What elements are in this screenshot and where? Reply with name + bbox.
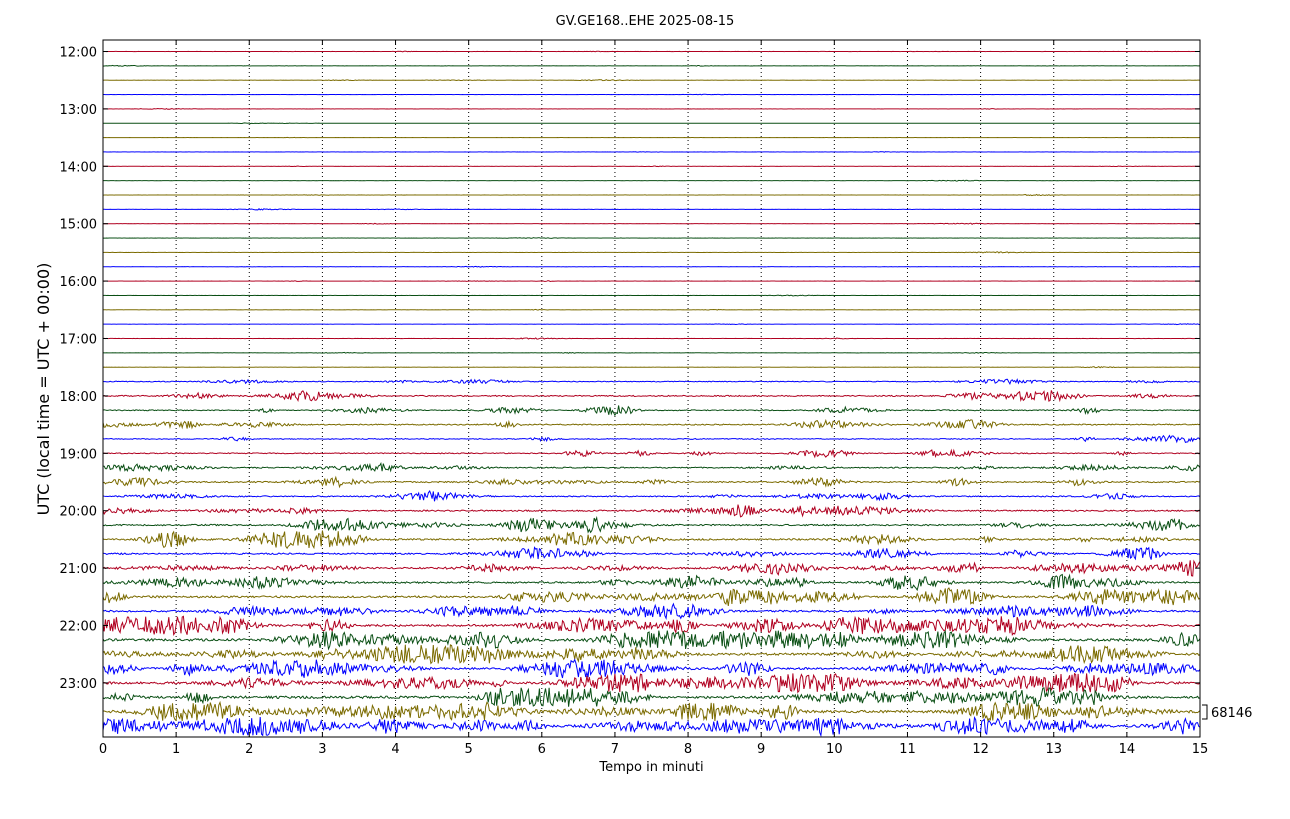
seismic-trace [103,337,1201,340]
minute-grid [175,40,1128,737]
amplitude-scale-bar [1202,704,1208,720]
y-tick-label: 21:00 [60,562,97,577]
plot-frame [102,39,1201,738]
seismic-trace [102,700,1201,723]
seismic-trace [102,294,1201,297]
seismic-trace [102,79,1201,82]
seismic-trace [102,265,1201,268]
seismic-trace [102,151,1201,153]
seismic-trace [102,602,1201,620]
x-tick-label: 5 [465,742,473,757]
seismic-trace [102,122,1201,125]
x-tick-label: 6 [538,742,546,757]
y-tick-label: 14:00 [60,160,97,175]
seismic-trace [102,559,1201,577]
x-tick-label: 15 [1192,742,1209,757]
seismic-trace [102,378,1201,386]
y-tick-label: 18:00 [60,390,97,405]
x-tick-label: 9 [757,742,765,757]
seismic-trace [102,629,1201,651]
seismic-trace [102,434,1201,444]
y-tick-label: 16:00 [60,275,97,290]
seismic-trace [102,615,1201,637]
seismic-trace [102,644,1201,665]
x-tick-label: 2 [245,742,253,757]
amplitude-scale-label: 68146 [1211,706,1252,721]
x-tick-label: 4 [391,742,399,757]
seismic-trace [102,448,1201,459]
seismic-trace [102,587,1201,607]
seismic-trace [102,515,1201,534]
seismic-trace [102,107,1201,110]
trace-group [102,50,1201,738]
seismic-trace [102,237,1201,239]
x-tick-label: 7 [611,742,619,757]
x-tick-label: 13 [1045,742,1062,757]
x-tick-label: 14 [1119,742,1136,757]
seismic-trace [102,351,1201,354]
y-tick-label: 15:00 [60,218,97,233]
seismic-trace [102,390,1201,403]
y-tick-label: 20:00 [60,505,97,520]
seismic-trace [102,222,1201,225]
seismic-trace [102,405,1201,417]
seismic-trace [102,280,1201,282]
x-axis: 0 1 2 3 4 5 6 7 8 9 10 11 12 13 14 15 [99,40,1208,757]
seismic-trace [102,475,1201,489]
y-tick-label: 23:00 [60,677,97,692]
x-tick-label: 1 [172,742,180,757]
seismic-trace [102,93,1201,96]
seismic-trace [102,546,1201,561]
seismic-trace [102,323,1201,326]
scale-bracket [1202,704,1208,720]
x-tick-label: 0 [99,742,107,757]
seismic-trace [102,504,1201,518]
seismic-trace [102,165,1201,168]
seismic-trace [102,179,1201,182]
seismic-trace [102,418,1201,430]
seismic-trace [102,193,1201,197]
y-axis-label: UTC (local time = UTC + 00:00) [34,263,53,516]
x-tick-label: 8 [684,742,692,757]
x-tick-label: 10 [826,742,843,757]
chart-title: GV.GE168..EHE 2025-08-15 [556,14,735,29]
seismic-trace [102,366,1201,369]
x-tick-label: 3 [318,742,326,757]
y-tick-label: 19:00 [60,447,97,462]
seismic-trace [102,530,1201,550]
seismic-trace [102,64,1201,67]
seismic-trace [102,208,1201,211]
y-tick-label: 13:00 [60,103,97,118]
seismic-trace [102,573,1201,592]
seismic-trace [102,490,1201,502]
seismic-trace [102,716,1201,738]
seismic-trace [102,308,1201,311]
seismic-trace [102,50,1201,53]
x-tick-label: 12 [972,742,989,757]
x-tick-label: 11 [899,742,916,757]
seismic-trace [102,251,1201,254]
x-axis-label: Tempo in minuti [598,760,703,775]
seismic-trace [102,687,1201,707]
seismic-trace [102,461,1201,473]
seismic-trace [102,658,1201,679]
y-tick-label: 22:00 [60,620,97,635]
y-tick-label: 12:00 [60,46,97,61]
seismic-trace [102,672,1201,695]
y-axis: 12:00 13:00 14:00 15:00 16:00 17:00 18:00 19:00… [60,46,1200,692]
y-tick-label: 17:00 [60,333,97,348]
